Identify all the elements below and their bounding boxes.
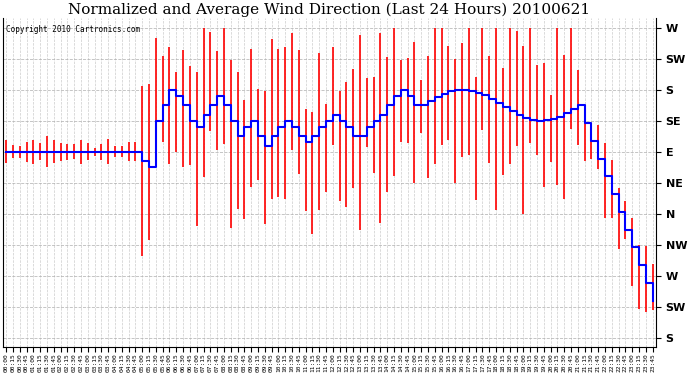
Text: Copyright 2010 Cartronics.com: Copyright 2010 Cartronics.com <box>6 25 140 34</box>
Title: Normalized and Average Wind Direction (Last 24 Hours) 20100621: Normalized and Average Wind Direction (L… <box>68 3 591 17</box>
